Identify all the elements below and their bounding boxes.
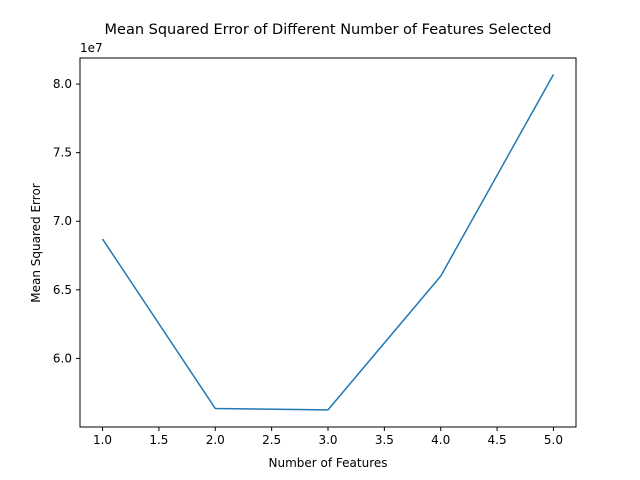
- y-axis-ticks: 6.0 6.5 7.0 7.5 8.0: [53, 77, 80, 365]
- y-tick-label: 6.0: [53, 351, 72, 365]
- series-line: [101, 74, 555, 411]
- x-tick-label: 2.5: [262, 433, 281, 447]
- x-tick-label: 1.5: [149, 433, 168, 447]
- y-tick-label: 7.0: [53, 214, 72, 228]
- chart-title: Mean Squared Error of Different Number o…: [105, 22, 552, 38]
- x-tick-label: 5.0: [544, 433, 563, 447]
- x-tick-label: 3.0: [318, 433, 337, 447]
- x-tick-label: 3.5: [375, 433, 394, 447]
- y-axis-label: Mean Squared Error: [29, 183, 43, 303]
- y-offset-label: 1e7: [80, 41, 103, 55]
- y-tick-label: 8.0: [53, 77, 72, 91]
- x-tick-label: 2.0: [206, 433, 225, 447]
- x-tick-label: 4.0: [431, 433, 450, 447]
- x-axis-label: Number of Features: [269, 456, 388, 470]
- y-tick-label: 6.5: [53, 283, 72, 297]
- y-tick-label: 7.5: [53, 146, 72, 160]
- x-tick-label: 4.5: [488, 433, 507, 447]
- x-tick-label: 1.0: [93, 433, 112, 447]
- plot-area-frame: [79, 57, 577, 428]
- x-axis-ticks: 1.0 1.5 2.0 2.5 3.0 3.5 4.0 4.5 5.0: [93, 427, 563, 447]
- series-layer: [101, 74, 555, 411]
